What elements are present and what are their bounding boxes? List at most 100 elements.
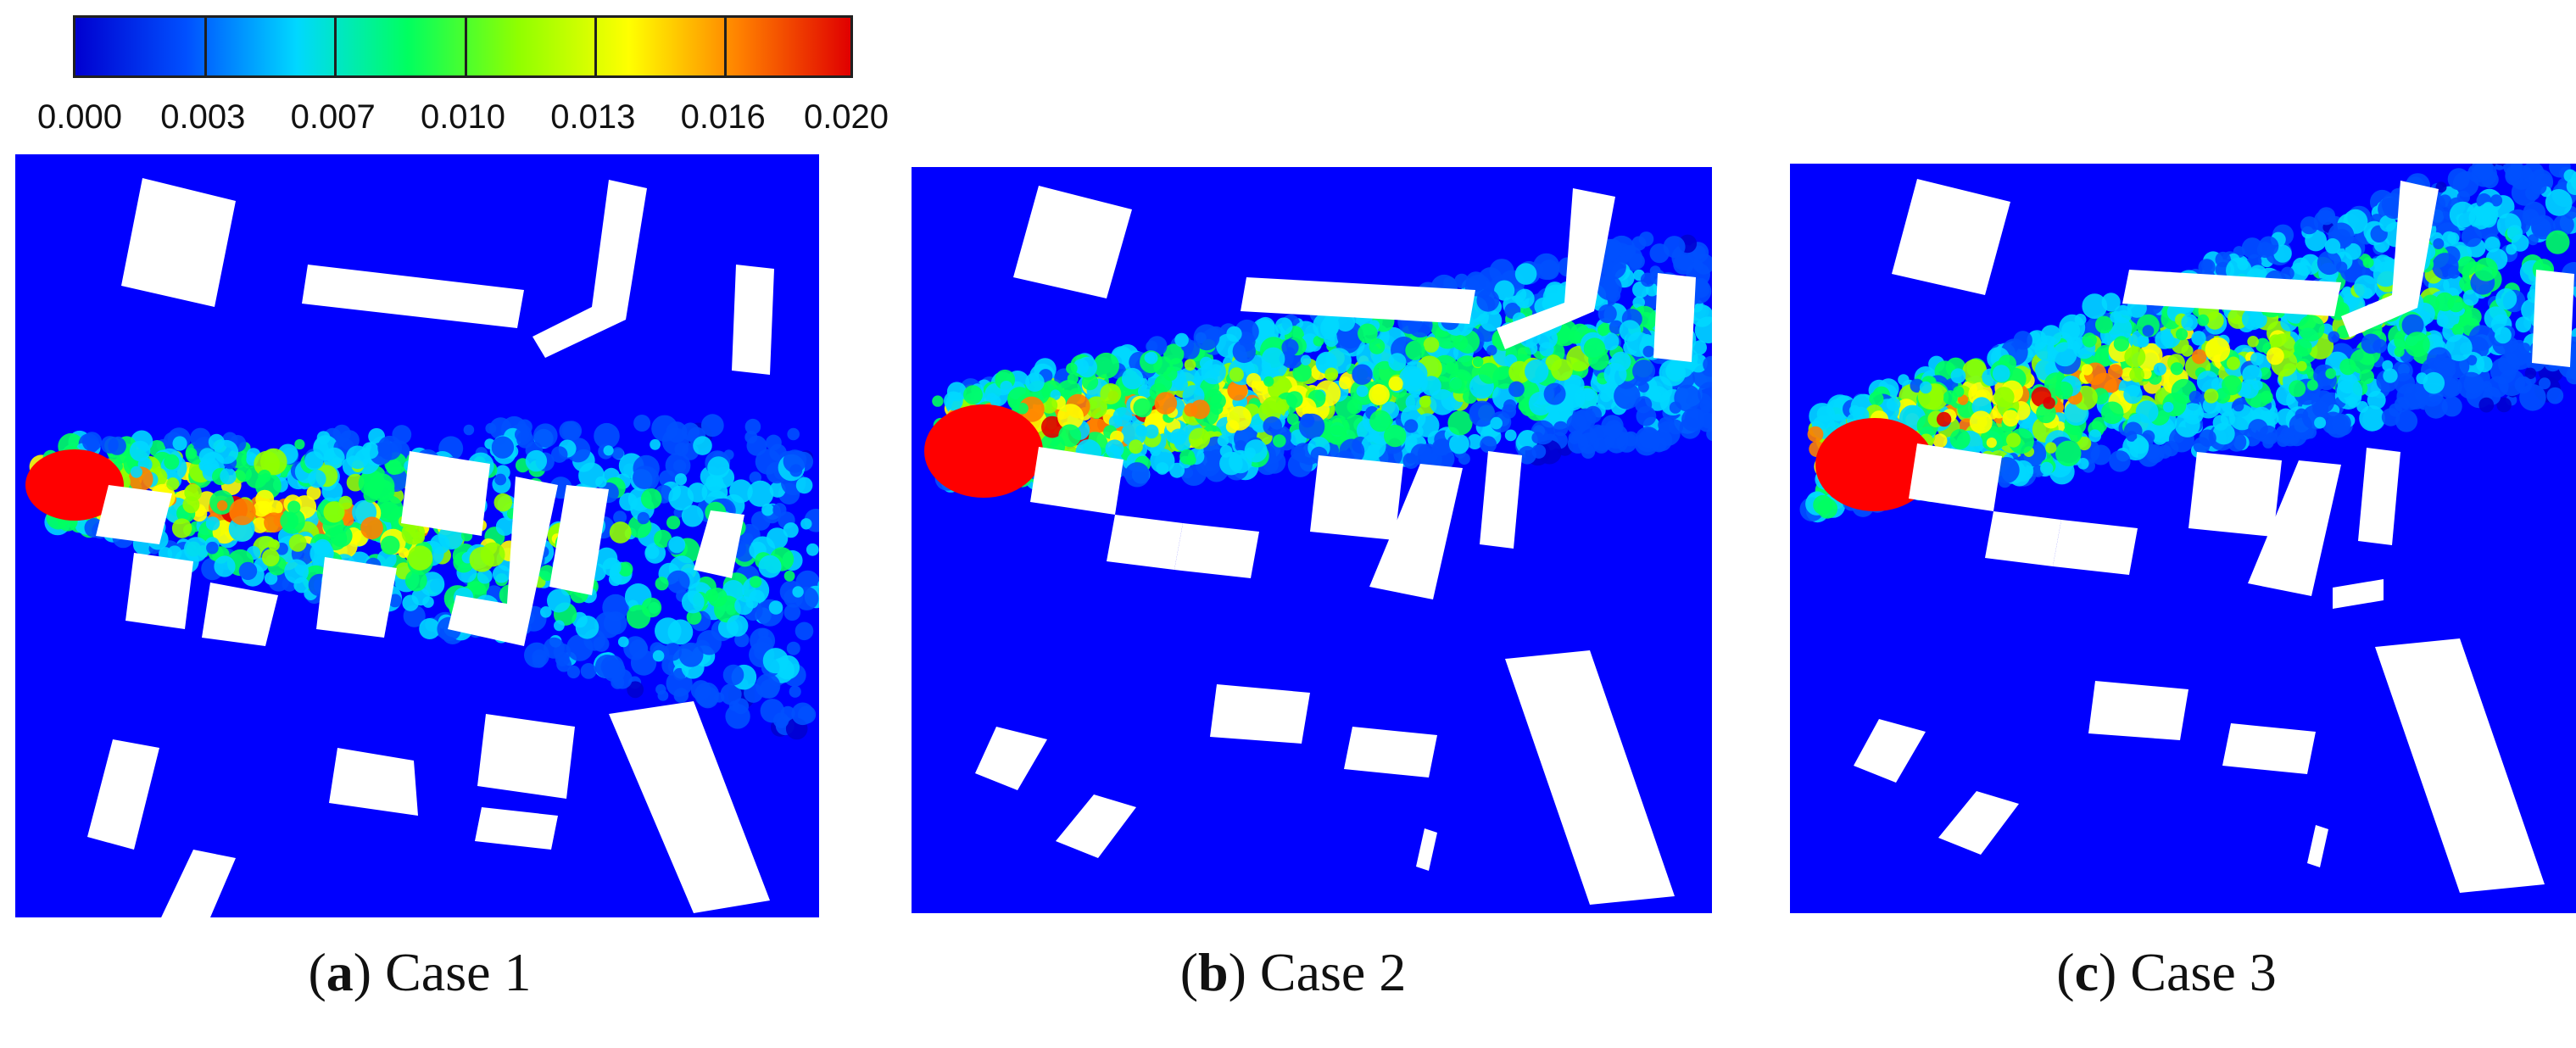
- concentration-cell: [2043, 397, 2055, 410]
- concentration-cell: [2155, 330, 2174, 349]
- concentration-cell: [1993, 387, 2015, 408]
- concentration-cell: [795, 622, 814, 641]
- concentration-cell: [1545, 354, 1562, 371]
- concentration-cell: [1388, 376, 1403, 392]
- building: [448, 477, 558, 646]
- concentration-cell: [1369, 410, 1391, 432]
- concentration-cell: [164, 454, 180, 470]
- concentration-cell: [1261, 347, 1285, 371]
- building: [1013, 186, 1132, 298]
- concentration-cell: [2441, 396, 2462, 417]
- source-plume: [1815, 418, 1934, 511]
- concentration-cell: [686, 610, 702, 625]
- colorbar-tick-label: 0.013: [550, 98, 636, 136]
- building: [125, 553, 193, 629]
- concentration-cell: [1449, 433, 1469, 454]
- concentration-cell: [1133, 398, 1152, 418]
- source-plume: [25, 449, 124, 521]
- caption-letter: c: [2074, 942, 2099, 1002]
- concentration-cell: [494, 473, 507, 486]
- concentration-cell: [2055, 440, 2082, 466]
- concentration-cell: [2107, 364, 2123, 380]
- building: [475, 807, 558, 850]
- concentration-cell: [1508, 360, 1531, 384]
- concentration-cell: [330, 524, 353, 548]
- concentration-cell: [1093, 352, 1119, 379]
- building: [401, 451, 490, 536]
- concentration-cell: [1508, 381, 1525, 398]
- concentration-cell: [2553, 214, 2574, 236]
- concentration-cell: [398, 547, 410, 559]
- concentration-cell: [380, 535, 400, 555]
- concentration-cell: [618, 561, 633, 577]
- concentration-cell: [1328, 415, 1349, 436]
- concentration-cell: [2468, 325, 2495, 351]
- concentration-cell: [183, 537, 209, 562]
- concentration-cell: [1583, 337, 1606, 360]
- concentration-cell: [2153, 362, 2166, 376]
- concentration-cell: [746, 435, 767, 456]
- concentration-cell: [1399, 365, 1425, 392]
- concentration-cell: [1553, 421, 1569, 437]
- concentration-cell: [2332, 413, 2351, 433]
- concentration-cell: [1105, 439, 1124, 459]
- concentration-cell: [666, 421, 688, 443]
- concentration-cell: [1699, 399, 1711, 411]
- concentration-cell: [284, 559, 309, 584]
- concentration-cell: [419, 618, 441, 639]
- concentration-cell: [407, 545, 433, 571]
- concentration-cell: [747, 480, 774, 507]
- concentration-cell: [377, 435, 403, 460]
- concentration-cell: [1324, 367, 1339, 382]
- concentration-cell: [1423, 337, 1440, 353]
- concentration-cell: [554, 620, 565, 632]
- concentration-cell: [1604, 420, 1623, 438]
- concentration-cell: [666, 570, 690, 594]
- concentration-cell: [1138, 384, 1152, 399]
- concentration-cell: [637, 511, 650, 525]
- concentration-cell: [1431, 439, 1449, 456]
- building: [1241, 277, 1475, 324]
- concentration-cell: [2367, 390, 2386, 410]
- concentration-cell: [700, 414, 724, 438]
- building: [2333, 579, 2384, 609]
- concentration-cell: [493, 493, 513, 512]
- concentration-cell: [2463, 307, 2482, 326]
- concentration-cell: [655, 683, 666, 695]
- building: [1909, 443, 2002, 511]
- concentration-cell: [492, 565, 510, 583]
- concentration-cell: [1537, 328, 1558, 349]
- concentration-cell: [1518, 446, 1536, 465]
- concentration-cell: [2191, 348, 2207, 365]
- concentration-cell: [792, 586, 804, 598]
- concentration-cell: [663, 643, 682, 661]
- concentration-cell: [1129, 439, 1143, 454]
- building: [2341, 181, 2439, 337]
- building: [1056, 794, 1136, 858]
- concentration-cell: [186, 448, 198, 460]
- concentration-cell: [2188, 390, 2202, 404]
- building: [1310, 455, 1403, 540]
- concentration-cell: [1679, 417, 1701, 439]
- concentration-cell: [2545, 230, 2570, 254]
- concentration-cell: [1154, 392, 1178, 415]
- building: [1497, 188, 1615, 349]
- concentration-cell: [779, 580, 803, 604]
- caption-case-3: (c) Case 3: [2056, 942, 2277, 1002]
- concentration-cell: [2432, 253, 2459, 280]
- building: [161, 850, 236, 917]
- concentration-cell: [388, 594, 402, 608]
- concentration-cell: [1953, 386, 1965, 398]
- concentration-cell: [1369, 384, 1390, 405]
- concentration-cell: [795, 477, 813, 494]
- concentration-cell: [260, 448, 287, 476]
- concentration-cell: [532, 649, 547, 665]
- heatmap: [912, 167, 1712, 913]
- concentration-cell: [1017, 403, 1029, 415]
- concentration-cell: [2170, 362, 2183, 376]
- concentration-cell: [2447, 232, 2460, 244]
- concentration-cell: [2389, 403, 2402, 417]
- concentration-cell: [1452, 335, 1469, 350]
- concentration-cell: [280, 511, 299, 531]
- concentration-cell: [2113, 304, 2133, 324]
